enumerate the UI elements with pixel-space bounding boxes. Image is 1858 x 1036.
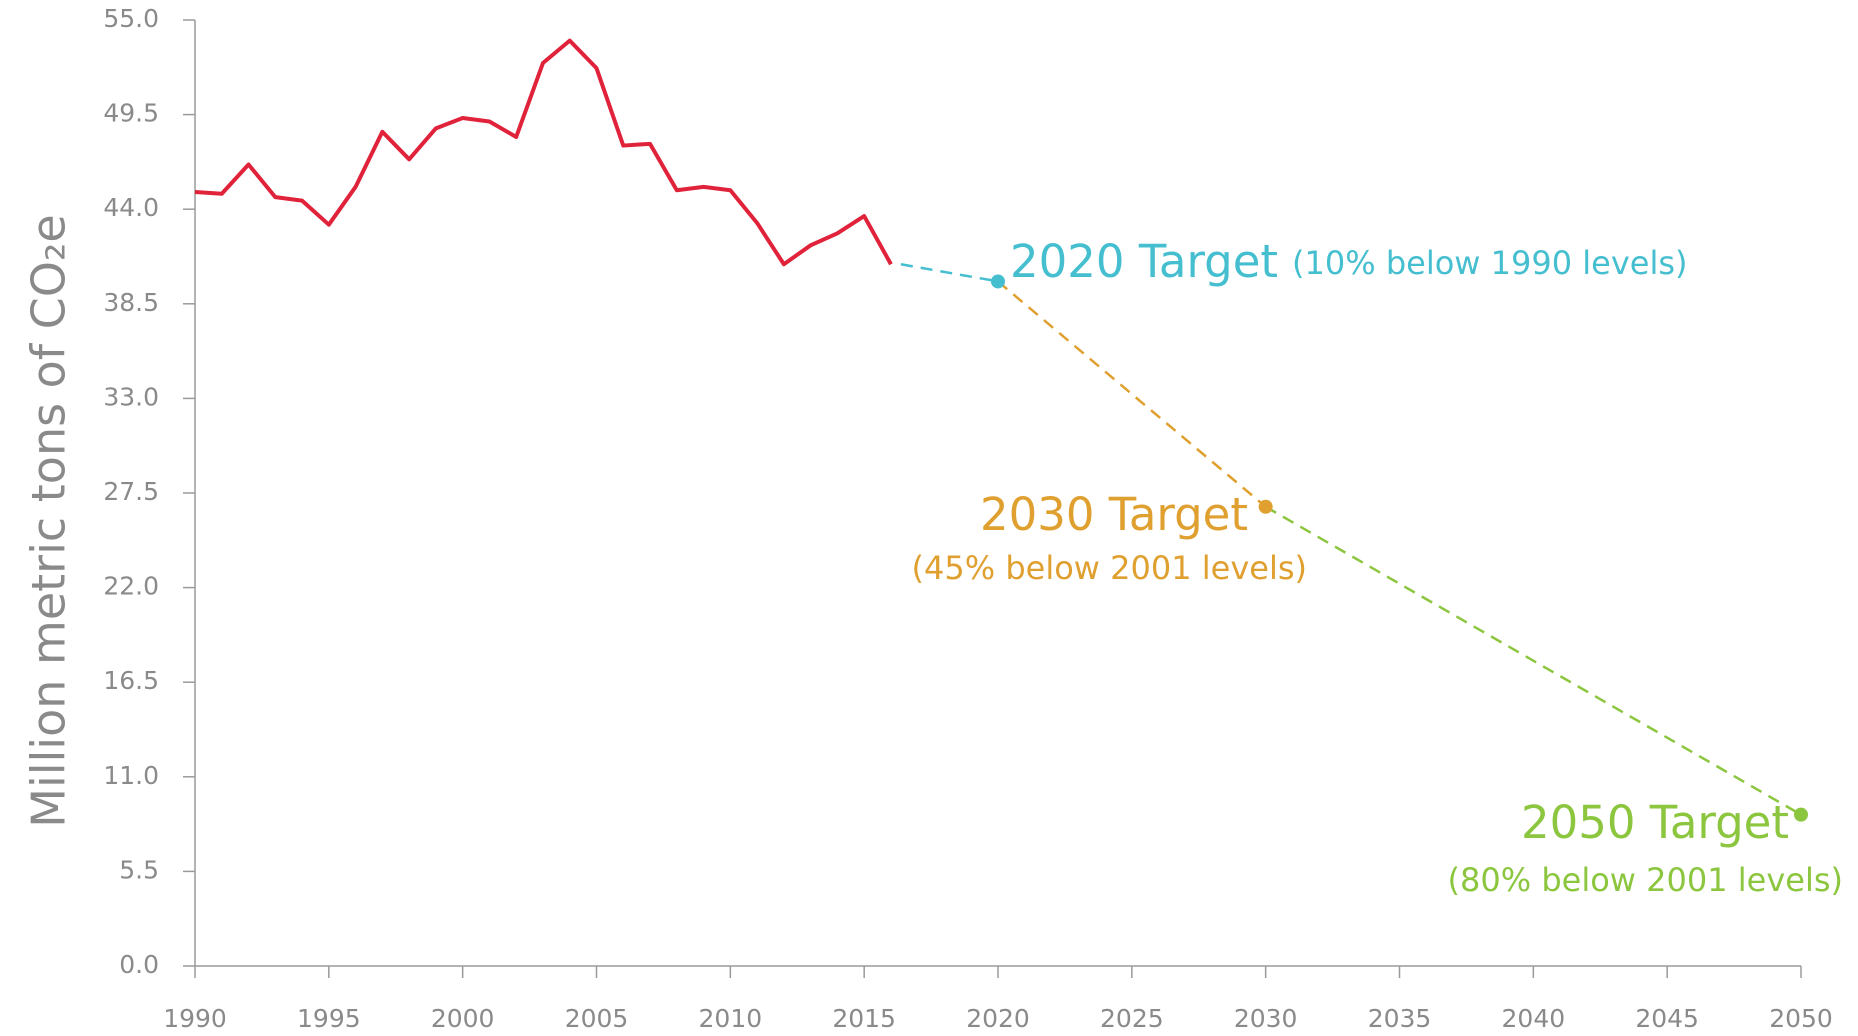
annotation-note: (80% below 2001 levels) <box>1448 861 1843 899</box>
annotation-title: 2050 Target <box>1521 796 1789 849</box>
target-point <box>1258 499 1273 514</box>
target-point <box>1794 807 1808 822</box>
x-tick-label: 2045 <box>1635 1004 1699 1033</box>
y-tick-label: 22.0 <box>103 572 159 601</box>
x-tick-label: 2005 <box>565 1004 629 1033</box>
x-tick-label: 2050 <box>1769 1004 1833 1033</box>
x-tick-label: 2000 <box>431 1004 495 1033</box>
annotation: 2020 Target (10% below 1990 levels) <box>1010 235 1688 288</box>
target-point <box>991 274 1005 289</box>
annotation-note: (45% below 2001 levels) <box>912 549 1307 587</box>
x-tick-label: 1990 <box>163 1004 227 1033</box>
y-tick-label: 55.0 <box>103 4 159 33</box>
y-tick-label: 38.5 <box>103 288 159 317</box>
x-tick-label: 2025 <box>1100 1004 1164 1033</box>
projection-segment <box>1265 505 1802 816</box>
y-tick-label: 11.0 <box>103 761 159 790</box>
x-tick-label: 1995 <box>297 1004 361 1033</box>
data-line <box>194 38 893 267</box>
y-tick-label: 49.5 <box>103 99 159 128</box>
y-tick-label: 33.0 <box>103 382 159 411</box>
y-axis-label: Million metric tons of CO₂e <box>22 214 76 827</box>
projection-segment <box>900 263 999 283</box>
projection-segment <box>997 280 1267 508</box>
y-tick-label: 44.0 <box>103 193 159 222</box>
x-tick-label: 2020 <box>966 1004 1030 1033</box>
x-tick-label: 2015 <box>832 1004 896 1033</box>
annotation-title: 2030 Target <box>980 488 1248 541</box>
y-tick-label: 0.0 <box>119 950 159 979</box>
y-tick-label: 5.5 <box>119 855 159 884</box>
y-tick-label: 16.5 <box>103 666 159 695</box>
x-tick-label: 2040 <box>1502 1004 1566 1033</box>
x-tick-label: 2035 <box>1368 1004 1432 1033</box>
annotation-note: (10% below 1990 levels) <box>1292 244 1687 282</box>
y-tick-label: 27.5 <box>103 477 159 506</box>
x-tick-label: 2010 <box>699 1004 763 1033</box>
x-tick-label: 2030 <box>1234 1004 1298 1033</box>
annotation-title: 2020 Target <box>1010 235 1278 288</box>
